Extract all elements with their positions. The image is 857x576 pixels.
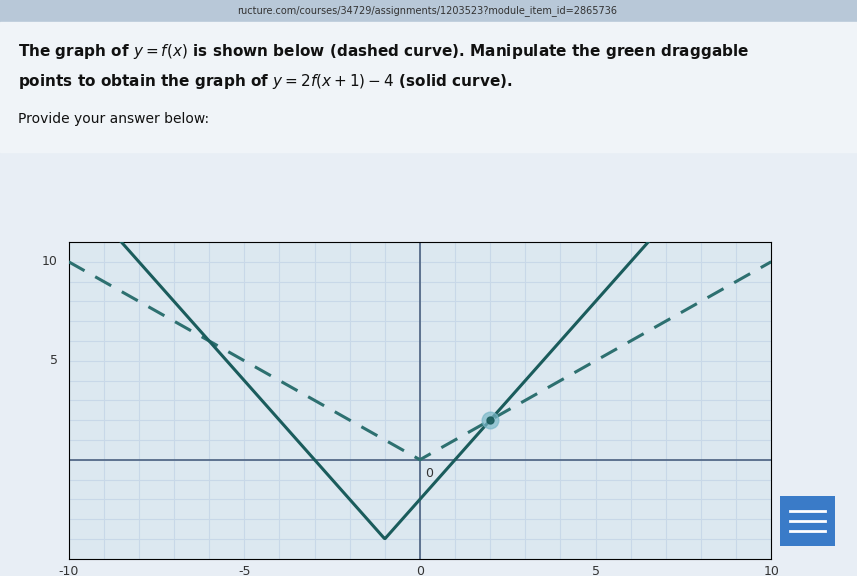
Text: -5: -5: [238, 564, 250, 576]
Text: 0: 0: [425, 467, 433, 480]
Text: 5: 5: [50, 354, 58, 367]
Text: ructure.com/courses/34729/assignments/1203523?module_item_id=2865736: ructure.com/courses/34729/assignments/12…: [237, 6, 617, 17]
Text: The graph of $y = f(x)$ is shown below (dashed curve). Manipulate the green drag: The graph of $y = f(x)$ is shown below (…: [18, 42, 749, 61]
Text: 0: 0: [416, 564, 424, 576]
Text: 10: 10: [764, 564, 779, 576]
Text: 10: 10: [42, 255, 58, 268]
Text: 5: 5: [591, 564, 600, 576]
Bar: [780, 496, 835, 546]
Text: Provide your answer below:: Provide your answer below:: [18, 112, 209, 126]
Text: -10: -10: [58, 564, 79, 576]
Text: points to obtain the graph of $y = 2f(x+1) - 4$ (solid curve).: points to obtain the graph of $y = 2f(x+…: [18, 72, 512, 91]
Bar: [0, 0, 857, 22]
Bar: [0, 22, 857, 152]
Circle shape: [722, 393, 738, 409]
